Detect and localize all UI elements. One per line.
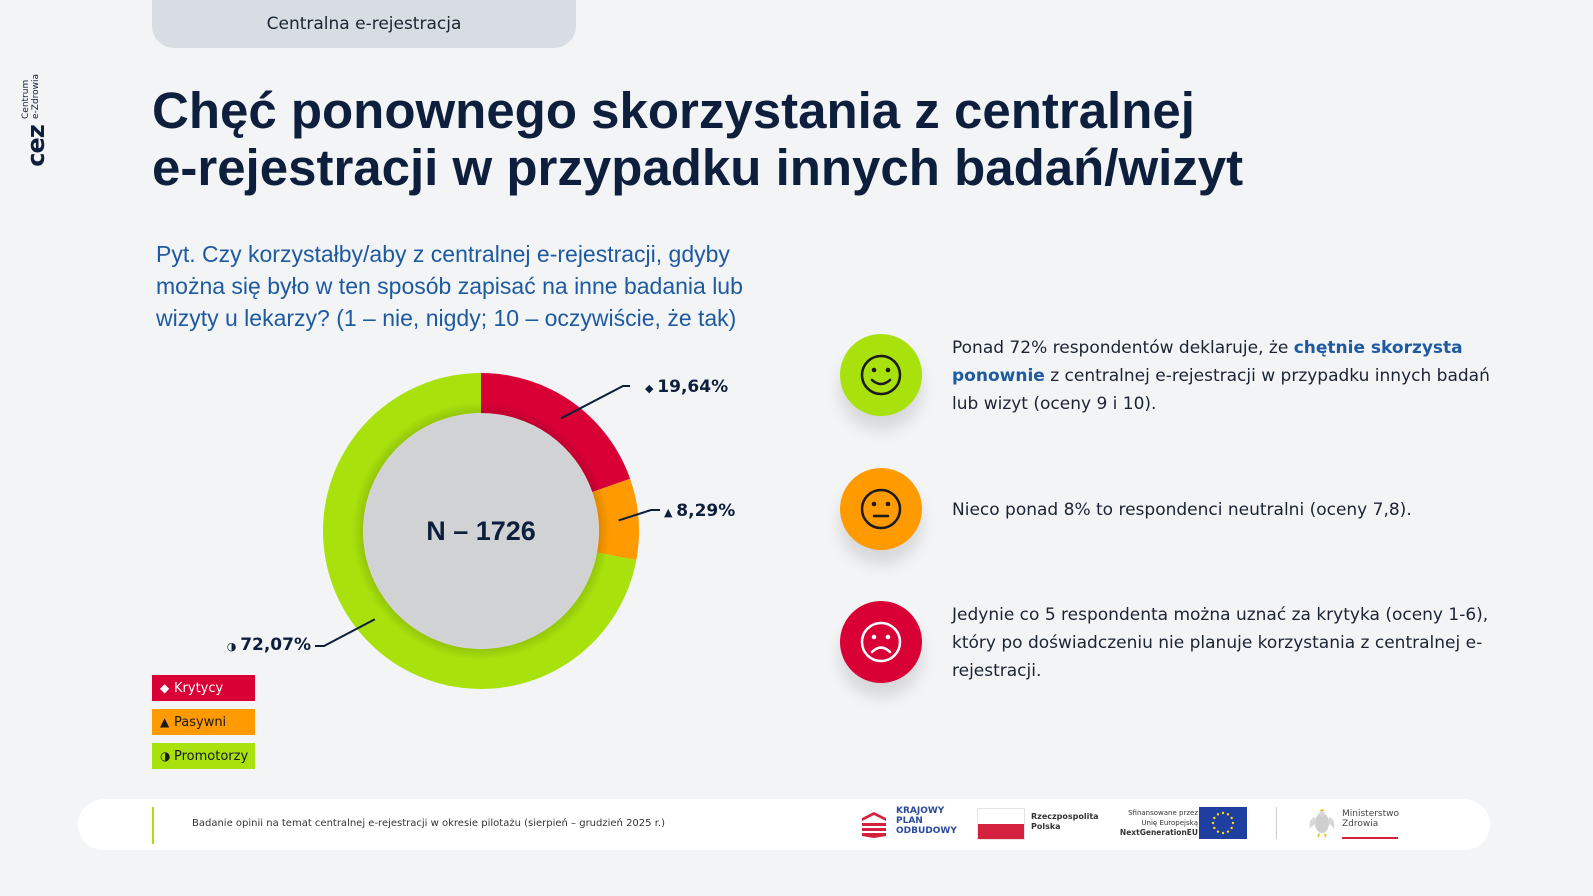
rp-line: Polska: [1031, 822, 1061, 831]
kpo-line: KRAJOWY: [896, 806, 945, 816]
logo-line1: Centrum: [21, 79, 31, 119]
eu-star-icon: [1213, 816, 1216, 820]
legend-item-promotorzy: ◑ Promotorzy: [152, 743, 255, 769]
smiley-happy-icon: [840, 334, 922, 416]
legend-label: Promotorzy: [174, 748, 249, 764]
legend-label: Krytycy: [174, 680, 224, 696]
diamond-icon: ◆: [160, 681, 170, 695]
slice-krytycy: [481, 373, 631, 493]
label-symbol-icon: ▲: [664, 506, 676, 519]
legend-item-pasywni: ▲ Pasywni: [152, 709, 255, 735]
footer-accent-line: [152, 807, 154, 844]
label-symbol-icon: ◆: [645, 382, 657, 395]
section-tab: Centralna e-rejestracja: [152, 0, 576, 48]
insight-detractors: Jedynie co 5 respondenta można uznać za …: [840, 601, 1500, 685]
data-label-krytycy: ◆ 19,64%: [645, 377, 728, 397]
eagle-emblem-icon: [1309, 809, 1335, 838]
kpo-line: PLAN: [896, 816, 923, 826]
mz-logo: Ministerstwo Zdrowia: [1308, 807, 1408, 843]
chart-legend: ◆ Krytycy ▲ Pasywni ◑ Promotorzy: [152, 675, 255, 777]
donut-center-label: N – 1726: [426, 516, 536, 546]
eu-star-icon: [1230, 816, 1233, 820]
section-tab-label: Centralna e-rejestracja: [266, 14, 462, 34]
kpo-line: ODBUDOWY: [896, 826, 957, 836]
label-value: 19,64%: [657, 377, 728, 397]
logo-brand: cez: [22, 125, 50, 167]
slice-pasywni: [592, 478, 639, 560]
smiley-sad-icon: [840, 601, 922, 683]
data-label-promotorzy: ◑ 72,07%: [227, 635, 311, 655]
rp-logo-text: Rzeczpospolita Polska: [1031, 812, 1099, 832]
page-title: Chęć ponownego skorzystania z centralnej…: [152, 82, 1452, 196]
eu-funding-text: Sfinansowane przez Unię Europejską NextGen…: [1112, 808, 1198, 838]
donut-chart: N – 1726 ◆ 19,64% ▲ 8,29% ◑ 72,07%: [227, 373, 735, 689]
eu-star-icon: [1231, 821, 1235, 825]
footer-separator: [1276, 807, 1277, 839]
kpo-mark-icon: [862, 812, 886, 838]
leader-line-promotorzy: [315, 618, 376, 647]
logo-line2: e-Zdrowia: [31, 73, 41, 119]
eu-star-icon: [1211, 821, 1215, 825]
rp-line: Rzeczpospolita: [1031, 812, 1099, 821]
label-value: 8,29%: [676, 501, 735, 521]
eu-star-icon: [1230, 826, 1233, 830]
footer-bar: Badanie opinii na temat centralnej e-rej…: [78, 799, 1490, 850]
data-label-pasywni: ▲ 8,29%: [664, 501, 735, 521]
insight-text-part: z centralnej e-rejestracji w przypadku i…: [952, 366, 1490, 414]
eu-star-icon: [1216, 830, 1220, 833]
eu-line: Unię Europejską: [1141, 819, 1198, 827]
leader-line-krytycy: [560, 385, 630, 420]
half-circle-icon: ◑: [160, 749, 171, 763]
legend-item-krytycy: ◆ Krytycy: [152, 675, 255, 701]
eu-star-icon: [1221, 831, 1225, 835]
insight-passives: Nieco ponad 8% to respondenci neutralni …: [840, 468, 1500, 550]
footer-note: Badanie opinii na temat centralnej e-rej…: [192, 818, 665, 829]
insight-promoters: Ponad 72% respondentów deklaruje, że chę…: [840, 334, 1500, 418]
smiley-neutral-icon: [840, 468, 922, 550]
eu-star-icon: [1221, 811, 1225, 815]
polish-flag-icon: [977, 808, 1025, 840]
label-symbol-icon: ◑: [227, 640, 240, 653]
leader-line-pasywni: [618, 509, 660, 522]
kpo-logo: KRAJOWY PLAN ODBUDOWY: [860, 806, 960, 842]
triangle-icon: ▲: [160, 715, 170, 729]
insight-text-part: Ponad 72% respondentów deklaruje, że: [952, 338, 1294, 358]
insight-emphasis: chętnie skorzysta ponownie: [952, 338, 1463, 386]
logo-text: Centrum e-Zdrowia: [21, 69, 41, 119]
mz-line: Ministerstwo: [1342, 809, 1400, 819]
eu-flag-icon: [1199, 807, 1247, 839]
eu-star-icon: [1216, 813, 1220, 816]
mz-line: Zdrowia: [1342, 819, 1379, 829]
eu-star-icon: [1213, 826, 1216, 830]
insight-text: Nieco ponad 8% to respondenci neutralni …: [952, 500, 1412, 520]
title-line2: e-rejestracji w przypadku innych badań/w…: [152, 139, 1244, 196]
eu-star-icon: [1226, 813, 1230, 816]
eu-star-icon: [1226, 830, 1230, 833]
label-value: 72,07%: [240, 635, 311, 655]
title-line1: Chęć ponownego skorzystania z centralnej: [152, 82, 1195, 139]
legend-label: Pasywni: [174, 714, 227, 730]
eu-line: NextGenerationEU: [1119, 828, 1198, 837]
cez-logo: Centrum e-Zdrowia cez: [18, 74, 54, 180]
insight-text: Jedynie co 5 respondenta można uznać za …: [952, 605, 1489, 681]
mz-underline: [1342, 837, 1398, 839]
survey-question: Pyt. Czy korzystałby/aby z centralnej e-…: [156, 241, 743, 331]
insight-text: Ponad 72% respondentów deklaruje, że chę…: [952, 334, 1492, 418]
eu-line: Sfinansowane przez: [1128, 809, 1198, 817]
